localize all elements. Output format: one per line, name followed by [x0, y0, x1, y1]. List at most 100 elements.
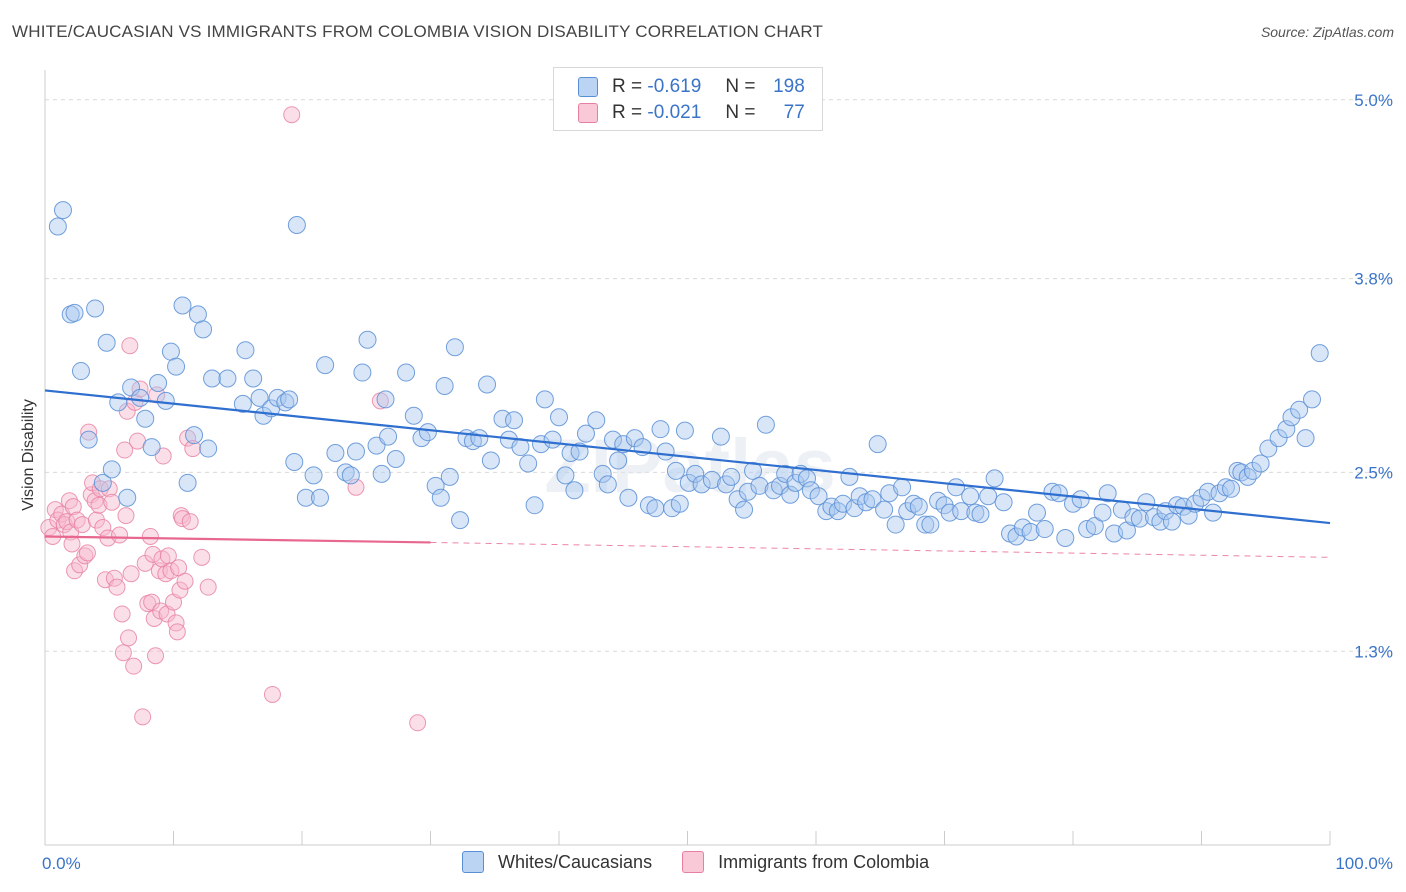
whites-point [470, 429, 489, 448]
whites-point [316, 356, 335, 375]
whites-point [280, 390, 299, 409]
legend-n-value: 198 [773, 76, 805, 97]
whites-point [346, 442, 365, 461]
whites-point [1093, 503, 1112, 522]
whites-point [525, 496, 544, 515]
whites-point [686, 464, 705, 483]
whites-point [326, 444, 345, 463]
whites-point [893, 478, 912, 497]
whites-point [863, 490, 882, 509]
whites-point [985, 469, 1004, 488]
whites-point [598, 475, 617, 494]
colombia-point [122, 565, 140, 583]
whites-point [994, 493, 1013, 512]
whites-point [185, 426, 204, 445]
whites-point [711, 427, 730, 446]
colombia-point [103, 493, 121, 511]
whites-point [833, 494, 852, 513]
whites-point [478, 375, 497, 394]
whites-point [692, 475, 711, 494]
whites-point [97, 333, 116, 352]
whites-point [376, 390, 395, 409]
whites-point [781, 485, 800, 504]
colombia-point [171, 581, 189, 599]
whites-point [1035, 520, 1054, 539]
whites-point [203, 369, 222, 388]
whites-point [1028, 503, 1047, 522]
whites-point [971, 505, 990, 524]
colombia-point [199, 578, 217, 596]
whites-point [656, 442, 675, 461]
colombia-point [121, 337, 139, 355]
whites-point [1137, 493, 1156, 512]
whites-point [1238, 467, 1257, 486]
whites-point [519, 454, 538, 473]
whites-point [178, 473, 197, 492]
whites-point [102, 460, 121, 479]
whites-point [702, 470, 721, 489]
whites-point [426, 476, 445, 495]
colombia-point [154, 447, 172, 465]
whites-point [287, 216, 306, 234]
legend-r-value: -0.021 [647, 102, 702, 123]
whites-point [1243, 461, 1262, 480]
colombia-point [120, 629, 138, 647]
legend-r-value: -0.619 [647, 76, 702, 97]
legend-item-colombia: Immigrants from Colombia [682, 851, 929, 873]
whites-point [587, 411, 606, 430]
whites-point [619, 488, 638, 507]
whites-point [118, 488, 137, 507]
legend-r-label: R = [612, 76, 643, 97]
whites-point [1124, 508, 1143, 527]
whites-point [909, 497, 928, 516]
whites-point [493, 409, 512, 428]
whites-point [418, 423, 437, 442]
whites-point [218, 369, 237, 388]
whites-trend-line [44, 389, 1331, 525]
pink-swatch-icon [578, 103, 598, 123]
whites-point [840, 467, 859, 486]
whites-point [535, 390, 554, 409]
whites-point [285, 452, 304, 471]
whites-point [149, 373, 168, 392]
whites-point [532, 435, 551, 454]
whites-point [341, 466, 360, 485]
colombia-point [167, 614, 185, 632]
colombia-point [94, 519, 112, 537]
whites-point [952, 502, 971, 521]
whites-point [65, 303, 84, 322]
legend-n-label: N = [725, 76, 756, 97]
whites-point [875, 500, 894, 519]
colombia-point [143, 593, 161, 611]
whites-point [722, 467, 741, 486]
legend-item-whites: Whites/Caucasians [462, 851, 652, 873]
colombia-point [117, 507, 135, 525]
whites-point [776, 464, 795, 483]
colombia-point [80, 423, 98, 441]
colombia-trend-line [44, 535, 431, 544]
colombia-point [409, 714, 427, 732]
whites-point [809, 487, 828, 506]
whites-point [296, 488, 315, 507]
whites-point [156, 391, 175, 410]
colombia-point [147, 647, 165, 665]
colombia-point [347, 478, 365, 496]
whites-point [1282, 408, 1301, 427]
axes [44, 70, 1331, 846]
colombia-point [111, 526, 129, 544]
whites-point [386, 449, 405, 468]
colombia-point [108, 578, 126, 596]
whites-point [1310, 344, 1329, 363]
whites-point [358, 330, 377, 349]
whites-point [445, 338, 464, 357]
whites-point [53, 201, 72, 220]
whites-point [940, 503, 959, 522]
whites-point [576, 424, 595, 443]
legend-label-colombia: Immigrants from Colombia [718, 851, 930, 872]
whites-point [1071, 490, 1090, 509]
whites-point [142, 438, 161, 457]
whites-point [738, 482, 757, 501]
whites-point [1290, 400, 1309, 419]
colombia-point [141, 527, 159, 545]
